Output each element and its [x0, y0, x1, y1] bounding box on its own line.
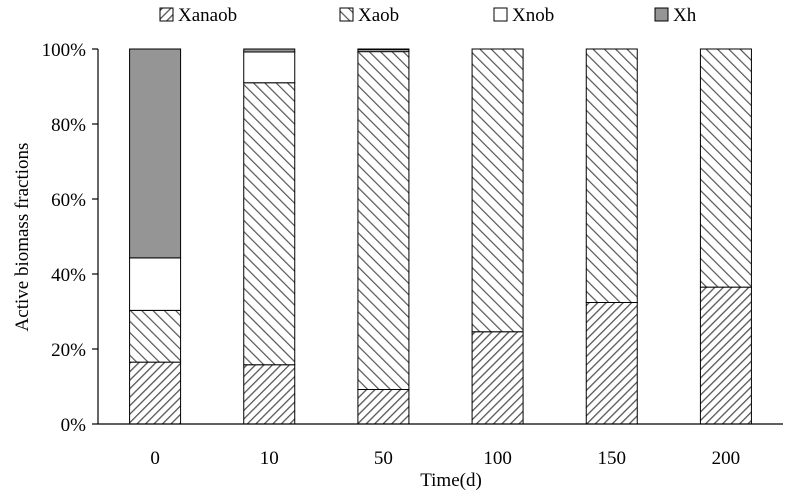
y-tick-label: 20% [51, 340, 86, 361]
legend-swatch-xnob [493, 7, 508, 22]
bar-xnob-0 [129, 257, 182, 311]
legend-label-xaob: Xaob [358, 5, 399, 26]
axes: 0 10 50 100 150 200 0% 20% 40% 60% 80% 100% [42, 40, 783, 469]
legend: Xanaob Xaob Xnob Xh [159, 5, 697, 26]
bar-xanaob-100 [471, 331, 524, 425]
y-tick-label: 40% [51, 265, 86, 286]
x-tick-label: 100 [483, 448, 512, 469]
x-tick-label: 0 [150, 448, 160, 469]
y-tick-label: 80% [51, 115, 86, 136]
bar-xanaob-50 [357, 389, 410, 425]
legend-label-xnob: Xnob [512, 5, 554, 26]
bar-xaob-200 [699, 48, 752, 288]
x-tick-label: 10 [260, 448, 279, 469]
plot-area [129, 48, 752, 425]
x-tick-label: 200 [712, 448, 741, 469]
bar-xh-0 [129, 48, 182, 259]
legend-swatch-xh [654, 7, 669, 22]
x-tick-label: 150 [598, 448, 627, 469]
y-tick-label: 60% [51, 190, 86, 211]
legend-label-xanaob: Xanaob [178, 5, 237, 26]
y-tick-label: 100% [42, 40, 87, 61]
bar-xanaob-200 [699, 286, 752, 425]
bar-xnob-10 [243, 51, 296, 84]
legend-label-xh: Xh [673, 5, 697, 26]
y-axis-label: Active biomass fractions [12, 143, 33, 332]
y-tick-label: 0% [61, 415, 87, 436]
legend-swatch-xaob [339, 7, 354, 22]
bar-xaob-150 [585, 48, 638, 303]
x-axis-label: Time(d) [420, 470, 482, 491]
bar-xanaob-150 [585, 302, 638, 425]
bar-xanaob-10 [243, 364, 296, 425]
bar-xh-10 [243, 48, 296, 53]
bar-xaob-0 [129, 309, 182, 363]
x-tick-label: 50 [374, 448, 393, 469]
bar-xanaob-0 [129, 361, 182, 425]
legend-swatch-xanaob [159, 7, 174, 22]
bar-xaob-50 [357, 51, 410, 390]
bar-xaob-100 [471, 48, 524, 333]
bar-xh-50 [357, 48, 410, 51]
bar-xaob-10 [243, 82, 296, 366]
